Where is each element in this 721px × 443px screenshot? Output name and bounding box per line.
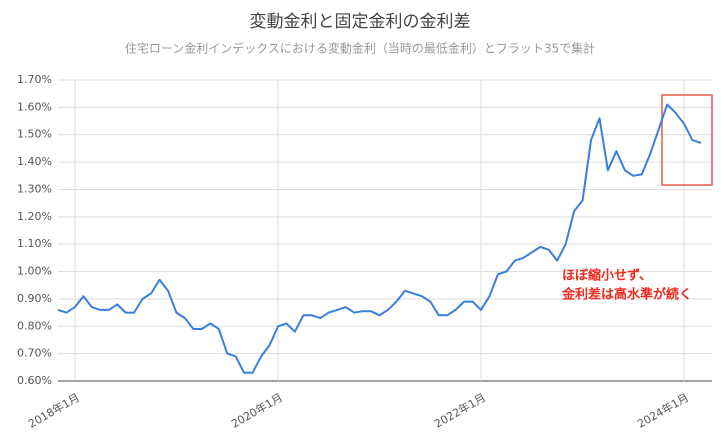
grid [58,79,712,382]
y-tick-label: 1.00% [17,265,52,278]
annotation: 金利差は高水準が続く [561,287,692,303]
x-tick-label: 2020年1月 [229,390,285,431]
y-tick-label: 1.30% [17,182,52,195]
chart-title: 変動金利と固定金利の金利差 [250,12,471,32]
highlight-box [661,94,713,186]
x-tick-label: 2018年1月 [26,390,82,431]
y-tick-label: 0.80% [17,319,52,332]
y-tick-label: 1.40% [17,155,52,168]
y-tick-label: 0.70% [17,347,52,360]
y-tick-label: 0.60% [17,374,52,387]
y-tick-label: 1.60% [17,100,52,113]
y-tick-label: 1.70% [17,73,52,86]
chart-subtitle: 住宅ローン金利インデックスにおける変動金利（当時の最低金利）とフラット35で集計 [125,41,595,56]
x-tick-label: 2024年1月 [635,390,691,431]
y-tick-label: 0.90% [17,292,52,305]
y-tick-label: 1.50% [17,128,52,141]
y-tick-label: 1.20% [17,210,52,223]
annotation: ほぼ縮小せず、 [562,268,652,284]
line [57,103,702,374]
y-tick-label: 1.10% [17,237,52,250]
x-tick-label: 2022年1月 [432,390,488,431]
